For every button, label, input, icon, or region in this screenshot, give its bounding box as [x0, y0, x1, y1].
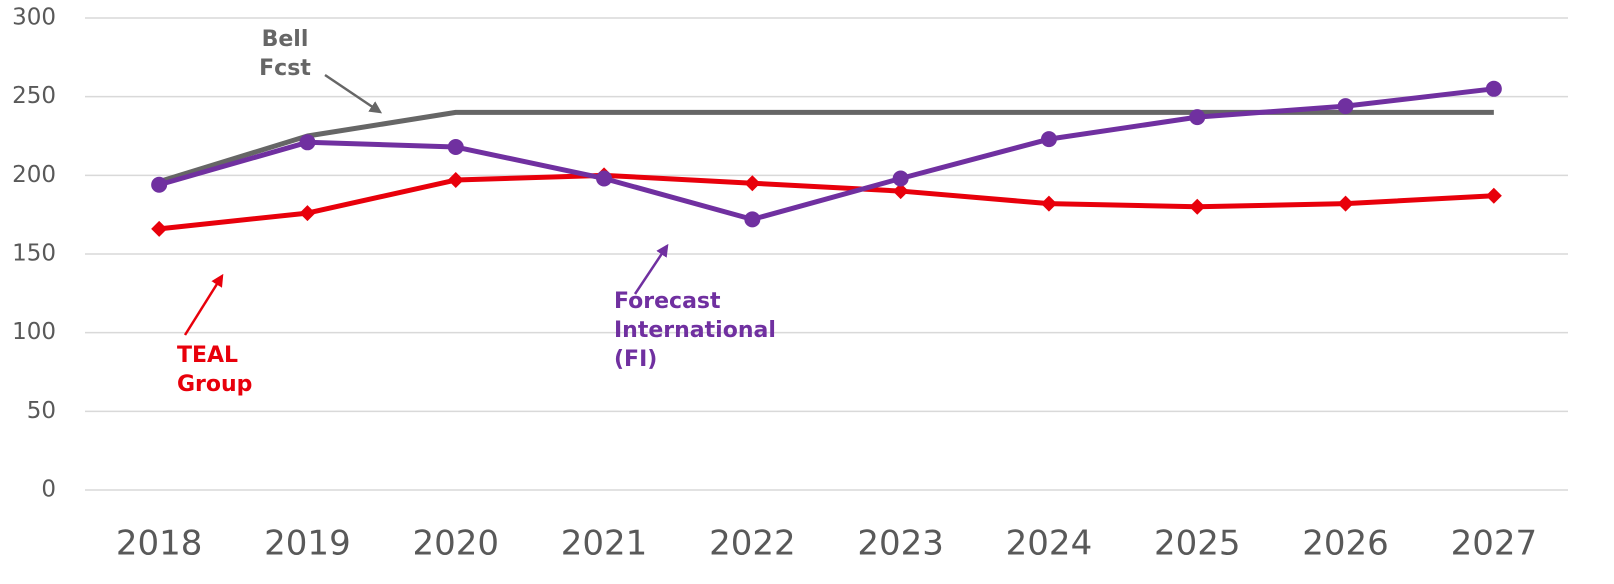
x-tick-label: 2025	[1154, 524, 1241, 564]
y-tick-label: 100	[12, 319, 56, 345]
x-tick-label: 2022	[709, 524, 796, 564]
point	[744, 175, 761, 192]
y-tick-label: 200	[12, 162, 56, 188]
x-tick-label: 2021	[561, 524, 648, 564]
x-tick-label: 2020	[412, 524, 499, 564]
series-label: Bell Fcst	[259, 27, 311, 81]
point	[1485, 187, 1502, 204]
x-tick-label: 2023	[857, 524, 944, 564]
point	[447, 172, 464, 189]
point	[299, 205, 316, 222]
series-line	[158, 172, 1494, 232]
series-line	[158, 86, 1495, 222]
point	[1485, 80, 1502, 97]
annotation-arrow	[633, 243, 669, 295]
point	[892, 170, 909, 187]
point	[1040, 195, 1057, 212]
y-tick-label: 50	[27, 398, 56, 424]
y-tick-label: 150	[12, 241, 56, 267]
point	[744, 211, 761, 228]
series-line	[158, 109, 1494, 185]
series-label: TEAL Group	[177, 343, 252, 397]
point	[1189, 198, 1206, 215]
y-tick-label: 0	[41, 477, 56, 503]
annotation-arrow	[324, 73, 383, 114]
point	[1189, 109, 1206, 126]
y-tick-label: 300	[12, 5, 56, 31]
x-tick-label: 2026	[1302, 524, 1389, 564]
point	[299, 134, 316, 151]
x-tick-label: 2024	[1006, 524, 1093, 564]
x-tick-label: 2019	[264, 524, 351, 564]
point	[151, 220, 168, 237]
x-tick-label: 2018	[116, 524, 203, 564]
series-label: Forecast International (FI)	[614, 289, 776, 372]
annotation-arrow	[183, 273, 224, 336]
y-tick-label: 250	[12, 83, 56, 109]
x-tick-label: 2027	[1451, 524, 1538, 564]
point	[1337, 195, 1354, 212]
point	[596, 170, 613, 187]
point	[892, 183, 909, 200]
point	[447, 139, 464, 156]
point	[1337, 98, 1354, 115]
point	[151, 176, 168, 193]
point	[1040, 131, 1057, 148]
